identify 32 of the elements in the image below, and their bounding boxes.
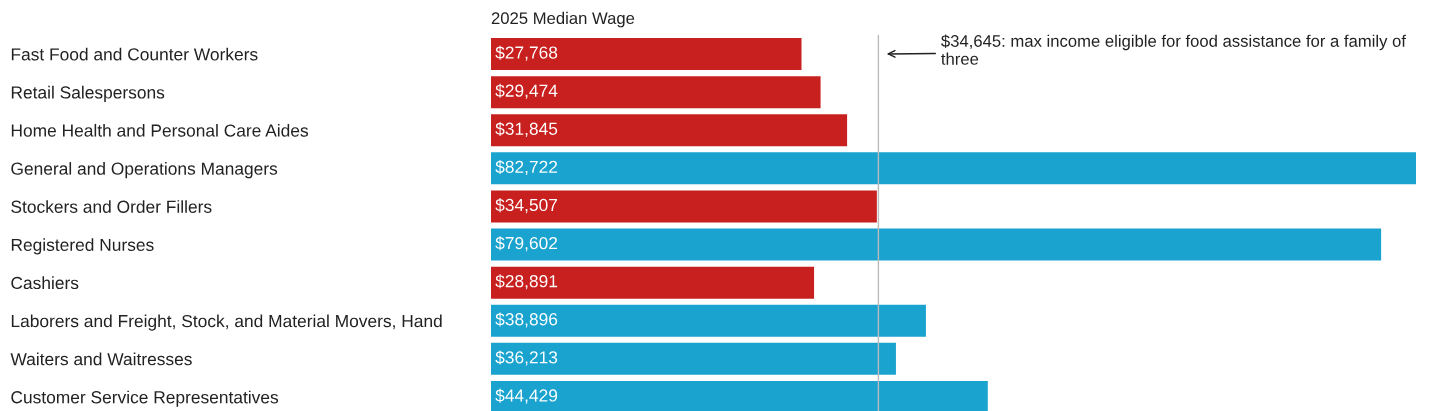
data-label: $36,213: [495, 350, 558, 366]
data-label: $29,474: [495, 83, 558, 99]
data-label: $82,722: [495, 159, 558, 176]
data-label: $44,429: [495, 388, 558, 404]
y-tick-label: Cashiers: [11, 276, 79, 290]
y-tick-label: Retail Salespersons: [11, 85, 165, 103]
data-label: $27,768: [495, 45, 558, 61]
chart-title: 2025 Median Wage: [491, 11, 635, 28]
data-label: $38,896: [495, 312, 558, 328]
data-label: $31,845: [495, 121, 558, 137]
bar: [491, 380, 988, 411]
bar: [491, 342, 896, 375]
bar: [491, 190, 877, 223]
y-tick-label: Home Health and Personal Care Aides: [11, 123, 309, 137]
y-tick-label: General and Operations Managers: [11, 162, 278, 179]
bar: [491, 152, 1416, 185]
y-tick-label: Waiters and Waitresses: [10, 352, 192, 366]
y-tick-label: Registered Nurses: [11, 238, 154, 255]
y-tick-label: Customer Service Representatives: [11, 390, 279, 407]
bar: [491, 114, 848, 147]
data-label: $28,891: [495, 274, 558, 290]
bar: [491, 266, 815, 299]
data-label: $34,507: [495, 198, 558, 214]
y-tick-label: Stockers and Order Fillers: [11, 200, 212, 213]
bar: [491, 76, 821, 109]
data-label: $79,602: [495, 236, 558, 252]
bar: [491, 228, 1382, 261]
bar: [491, 304, 926, 337]
y-tick-label: Laborers and Freight, Stock, and Material Movers, Hand: [11, 314, 442, 331]
bar: [491, 38, 802, 71]
y-tick-label: Fast Food and Counter Workers: [11, 47, 258, 61]
annotation: $34,645: max income eligible for food assistance for a family of three: [941, 34, 1406, 65]
